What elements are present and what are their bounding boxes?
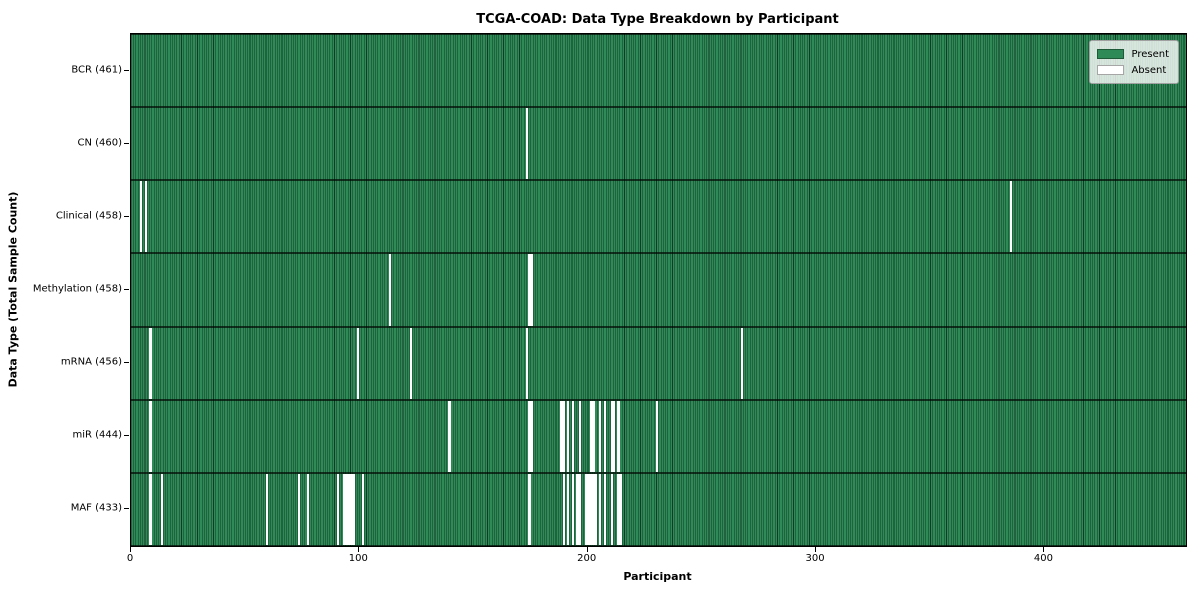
- absent-bar: [603, 473, 606, 545]
- absent-bar: [619, 473, 622, 545]
- absent-bar: [528, 254, 531, 326]
- row-clinical: [131, 180, 1186, 254]
- y-tick-mark: [124, 215, 129, 217]
- absent-bar: [589, 400, 593, 472]
- absent-bar: [562, 400, 565, 472]
- absent-bar: [578, 473, 581, 545]
- absent-bar: [562, 473, 565, 545]
- absent-bar: [409, 327, 412, 399]
- plot-area: Present Absent: [130, 33, 1187, 547]
- absent-bar: [571, 473, 574, 545]
- x-tick-mark: [130, 547, 131, 552]
- absent-swatch: [1097, 65, 1125, 75]
- y-tick-mark: [124, 435, 129, 437]
- absent-bar: [361, 473, 364, 545]
- row-mrna: [131, 326, 1186, 400]
- absent-bar: [587, 473, 590, 545]
- y-tick-label-mrna: mRNA (456): [60, 356, 122, 368]
- absent-bar: [576, 473, 579, 545]
- absent-bar: [612, 400, 616, 472]
- y-tick-label-cn: CN (460): [77, 137, 122, 149]
- row-cn: [131, 107, 1186, 181]
- y-tick-label-bcr: BCR (461): [71, 64, 122, 76]
- legend-entry-present: Present: [1097, 46, 1169, 62]
- row-methylation: [131, 253, 1186, 327]
- absent-bar: [350, 473, 353, 545]
- absent-bar: [599, 400, 602, 472]
- x-tick-label-0: 0: [126, 553, 134, 564]
- x-tick-label-400: 400: [1033, 553, 1053, 564]
- y-tick-mark: [124, 289, 129, 290]
- y-tick-label-clinical: Clinical (458): [55, 210, 122, 222]
- absent-bar: [343, 473, 346, 545]
- x-tick-mark: [358, 547, 360, 552]
- absent-bar: [526, 327, 529, 399]
- absent-bar: [357, 327, 360, 399]
- absent-bar: [526, 108, 529, 180]
- legend-absent-label: Absent: [1131, 64, 1167, 76]
- absent-bar: [389, 254, 392, 326]
- x-tick-mark: [586, 547, 588, 552]
- absent-bar: [530, 400, 533, 472]
- absent-bar: [149, 400, 152, 472]
- legend-entry-absent: Absent: [1097, 62, 1169, 78]
- absent-bar: [740, 327, 743, 399]
- absent-bar: [592, 473, 595, 545]
- absent-bar: [617, 473, 620, 545]
- absent-bar: [571, 400, 574, 472]
- y-tick-mark: [124, 362, 129, 364]
- absent-bar: [144, 181, 147, 253]
- absent-bar: [160, 473, 163, 545]
- absent-bar: [578, 400, 581, 472]
- x-axis-label: Participant: [623, 570, 692, 583]
- absent-bar: [149, 473, 152, 545]
- absent-bar: [617, 400, 620, 472]
- absent-bar: [656, 400, 659, 472]
- y-tick-label-methylation: Methylation (458): [32, 283, 122, 295]
- y-tick-mark: [124, 508, 129, 510]
- absent-bar: [528, 400, 531, 472]
- absent-bar: [1010, 181, 1013, 253]
- y-tick-label-mir: miR (444): [72, 429, 122, 441]
- absent-bar: [448, 400, 451, 472]
- absent-bar: [528, 473, 531, 545]
- absent-bar: [530, 254, 533, 326]
- row-mir: [131, 399, 1186, 473]
- row-maf: [131, 472, 1186, 546]
- row-bcr: [131, 34, 1186, 108]
- absent-bar: [140, 181, 143, 253]
- absent-bar: [352, 473, 355, 545]
- absent-bar: [265, 473, 268, 545]
- absent-bar: [567, 473, 570, 545]
- absent-bar: [149, 327, 152, 399]
- absent-bar: [592, 400, 595, 472]
- chart-title: TCGA-COAD: Data Type Breakdown by Partic…: [476, 12, 839, 27]
- absent-bar: [297, 473, 300, 545]
- absent-bar: [336, 473, 339, 545]
- legend-present-label: Present: [1131, 48, 1169, 60]
- x-tick-mark: [815, 547, 817, 552]
- legend: Present Absent: [1089, 40, 1179, 84]
- y-tick-mark: [124, 69, 129, 71]
- absent-bar: [594, 473, 597, 545]
- y-tick-label-maf: MAF (433): [70, 502, 122, 514]
- absent-bar: [347, 473, 351, 545]
- absent-bar: [603, 400, 606, 472]
- absent-bar: [345, 473, 348, 545]
- x-tick-label-100: 100: [348, 553, 368, 564]
- absent-bar: [306, 473, 310, 545]
- absent-bar: [560, 400, 563, 472]
- x-tick-label-300: 300: [805, 553, 825, 564]
- absent-bar: [567, 400, 570, 472]
- y-tick-mark: [124, 142, 129, 144]
- present-swatch: [1097, 49, 1125, 59]
- absent-bar: [585, 473, 588, 545]
- x-tick-mark: [1043, 547, 1045, 552]
- absent-bar: [599, 473, 602, 545]
- absent-bar: [610, 400, 613, 472]
- absent-bar: [610, 473, 613, 545]
- x-tick-label-200: 200: [577, 553, 597, 564]
- absent-bar: [589, 473, 593, 545]
